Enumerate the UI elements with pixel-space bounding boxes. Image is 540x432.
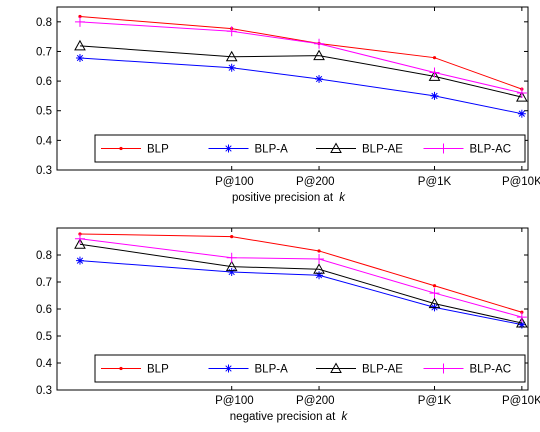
data-point xyxy=(78,14,82,19)
legend-label: BLP-AC xyxy=(470,364,512,376)
data-point xyxy=(315,271,324,280)
x-axis-label-variable: k xyxy=(341,411,348,423)
legend-marker xyxy=(330,142,342,153)
y-tick-label: 0.6 xyxy=(36,304,52,316)
legend-marker xyxy=(330,362,342,373)
data-point xyxy=(225,260,238,272)
legend-marker xyxy=(119,366,123,371)
data-point xyxy=(74,233,85,244)
legend-marker xyxy=(438,363,449,374)
legend-label: BLP xyxy=(147,364,169,376)
data-point xyxy=(430,91,439,100)
data-point xyxy=(75,256,84,265)
data-point xyxy=(75,53,84,62)
data-point xyxy=(314,254,325,265)
data-point xyxy=(429,288,440,299)
data-point xyxy=(225,50,238,62)
legend-item: BLP-AE xyxy=(316,362,403,376)
legend-label: BLP-A xyxy=(255,144,289,156)
y-tick-label: 0.3 xyxy=(36,165,52,177)
series-blp xyxy=(78,232,524,314)
data-point xyxy=(516,91,528,102)
data-point xyxy=(315,75,324,84)
y-tick-label: 0.6 xyxy=(36,76,52,88)
data-point xyxy=(517,109,526,118)
legend: BLP BLP-A BLP-AE BLP-AC xyxy=(94,354,526,383)
legend-item: BLP-A xyxy=(208,364,289,376)
legend-marker xyxy=(119,146,123,151)
data-point xyxy=(74,16,85,27)
data-point xyxy=(313,49,325,61)
y-tick-label: 0.3 xyxy=(36,385,52,397)
legend-label: BLP-AE xyxy=(362,144,403,156)
legend-label: BLP xyxy=(147,144,169,156)
data-point xyxy=(516,312,527,323)
x-axis-label: positive precision at k xyxy=(232,192,346,204)
data-point xyxy=(432,56,437,60)
series-blp-ae xyxy=(74,39,528,102)
legend-label: BLP-A xyxy=(255,364,289,376)
x-tick-label: P@1K xyxy=(418,176,452,188)
x-tick-label: P@200 xyxy=(296,176,335,188)
x-tick-label: P@10K xyxy=(502,395,540,407)
y-tick-label: 0.5 xyxy=(36,106,52,118)
data-point xyxy=(227,268,236,277)
legend: BLP BLP-A BLP-AE BLP-AC xyxy=(94,134,526,163)
x-tick-label: P@100 xyxy=(215,395,254,407)
y-tick-label: 0.4 xyxy=(36,358,53,370)
x-axis-label-variable: k xyxy=(339,192,346,204)
y-tick-label: 0.8 xyxy=(36,250,52,262)
series-blp-ae xyxy=(74,238,528,328)
x-tick-label: P@10K xyxy=(502,176,540,188)
data-point xyxy=(317,249,321,253)
legend-item: BLP-AC xyxy=(423,363,512,376)
legend-marker xyxy=(438,143,449,154)
legend-marker xyxy=(224,144,233,153)
data-point xyxy=(230,235,234,239)
data-point xyxy=(517,320,526,329)
data-point xyxy=(516,317,528,328)
data-point xyxy=(74,39,86,51)
series-blp-a xyxy=(75,53,526,118)
series-line xyxy=(79,243,522,324)
legend-item: BLP-AC xyxy=(423,143,512,156)
legend-label: BLP-AE xyxy=(362,364,403,376)
legend-item: BLP-AE xyxy=(316,142,403,156)
x-tick-label: P@100 xyxy=(215,176,254,188)
top-chart-panel: 0.3 0.4 0.5 0.6 0.7 0.8 P@100 P@200 P@1K P@10K pos… xyxy=(36,6,540,204)
bottom-chart-panel: 0.3 0.4 0.5 0.6 0.7 0.8 P@100 P@200 P@1K P@10K neg… xyxy=(36,227,540,423)
data-point xyxy=(227,63,236,72)
y-tick-label: 0.7 xyxy=(36,277,52,289)
y-tick-label: 0.4 xyxy=(36,135,53,147)
data-point xyxy=(314,38,325,49)
x-axis-label: negative precision at k xyxy=(230,411,349,423)
x-axis-label-text: negative precision at xyxy=(230,411,339,423)
data-point xyxy=(429,67,440,78)
data-point xyxy=(516,87,527,98)
series-line xyxy=(79,45,522,98)
data-point xyxy=(74,238,86,249)
x-axis-label-text: positive precision at xyxy=(232,192,336,204)
data-point xyxy=(313,263,325,274)
series-blp-ac xyxy=(74,16,527,98)
legend-item: BLP xyxy=(101,364,169,376)
x-tick-label: P@200 xyxy=(296,395,335,407)
y-tick-label: 0.8 xyxy=(36,17,52,29)
data-point xyxy=(428,297,441,309)
data-point xyxy=(226,26,237,37)
legend-item: BLP-A xyxy=(208,144,289,156)
y-tick-label: 0.5 xyxy=(36,331,52,343)
series-blp-ac xyxy=(74,233,527,323)
data-point xyxy=(428,70,441,81)
legend-label: BLP-AC xyxy=(470,144,512,156)
data-point xyxy=(432,284,437,288)
legend-marker xyxy=(224,364,233,373)
x-tick-label: P@1K xyxy=(418,395,452,407)
y-tick-label: 0.7 xyxy=(36,46,52,58)
data-point xyxy=(226,252,237,263)
legend-item: BLP xyxy=(101,144,169,156)
